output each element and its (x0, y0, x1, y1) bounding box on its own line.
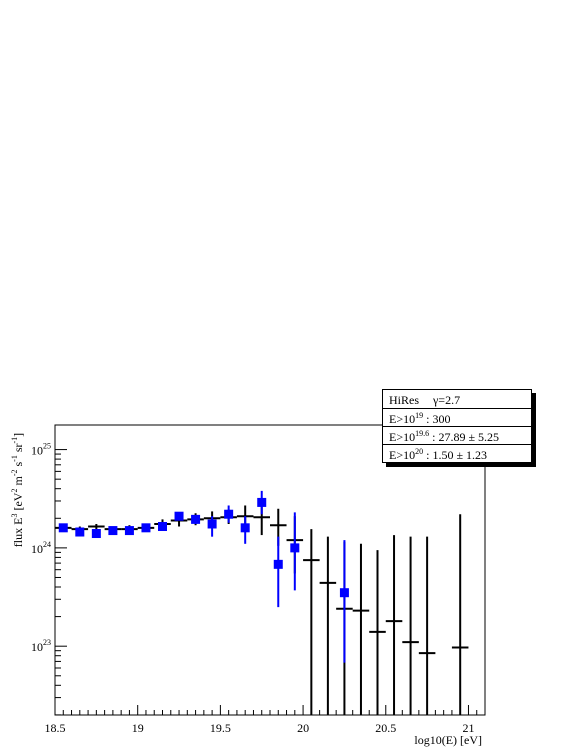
data-point-blue (257, 490, 267, 515)
data-point-black (303, 529, 320, 715)
y-tick-label: 1023 (31, 638, 51, 654)
data-point-black (319, 536, 337, 715)
square-marker (290, 543, 300, 553)
data-point-blue (273, 536, 283, 608)
square-marker (257, 497, 267, 507)
data-point-blue (108, 526, 118, 536)
square-marker (158, 522, 167, 532)
square-marker (174, 511, 184, 521)
square-marker (141, 523, 151, 533)
data-point-blue (124, 526, 134, 536)
x-axis: 18.5 19 19.5 20 20.5 21 (45, 705, 486, 735)
data-point-blue (174, 511, 184, 521)
x-tick-label: 19 (132, 721, 144, 735)
data-point-blue (224, 505, 234, 523)
data-point-blue (339, 540, 349, 663)
data-point-black (88, 523, 105, 530)
data-point-blue (240, 516, 250, 544)
square-marker (240, 523, 250, 533)
stats-row: E>1020 : 1.50 ± 1.23 (389, 447, 488, 462)
stats-gamma: γ=2.7 (433, 393, 461, 407)
data-point-blue (58, 523, 68, 533)
plot-frame (54, 424, 486, 716)
x-tick-label: 19.5 (210, 721, 231, 735)
stats-row: E>1019.6 : 27.89 ± 5.25 (389, 429, 500, 444)
x-tick-label: 21 (462, 721, 474, 735)
square-marker (124, 526, 134, 536)
x-tick-label: 20 (297, 721, 309, 735)
data-marks (55, 490, 469, 715)
square-marker (91, 529, 101, 539)
data-point-black (385, 535, 403, 715)
stats-name: HiRes (389, 393, 419, 407)
data-point-black (402, 536, 419, 715)
y-axis-label: flux E3 [eV2 m-2 s-1 sr-1] (10, 433, 25, 547)
data-point-black (451, 514, 469, 715)
square-marker (207, 519, 217, 529)
y-tick-label: 1024 (31, 540, 51, 556)
data-point-blue (191, 514, 201, 524)
x-tick-label: 18.5 (45, 721, 66, 735)
y-axis: 1023 1024 1025 (31, 442, 67, 716)
data-point-blue (158, 522, 167, 532)
plot-border (54, 424, 486, 716)
square-marker (58, 523, 68, 533)
data-point-blue (75, 527, 85, 537)
square-marker (224, 509, 234, 519)
square-marker (191, 514, 201, 524)
data-point-blue (141, 523, 151, 533)
square-marker (108, 526, 118, 536)
data-point-blue (91, 529, 101, 539)
data-point-blue (290, 512, 300, 591)
x-tick-label: 20.5 (375, 721, 396, 735)
y-tick-label: 1025 (31, 442, 51, 458)
x-axis-label: log10(E) [eV] (414, 733, 482, 747)
stats-header: HiRes γ=2.7 (389, 393, 460, 408)
stats-box: HiRes γ=2.7 E>1019 : 300 E>1019.6 : 27.89… (382, 389, 532, 463)
stats-row: E>1019 : 300 (389, 411, 451, 426)
data-point-black (369, 550, 386, 715)
data-point-blue (207, 516, 217, 537)
square-marker (339, 588, 349, 598)
data-point-black (418, 536, 436, 715)
square-marker (273, 559, 283, 569)
square-marker (75, 527, 85, 537)
data-point-black (352, 543, 370, 715)
